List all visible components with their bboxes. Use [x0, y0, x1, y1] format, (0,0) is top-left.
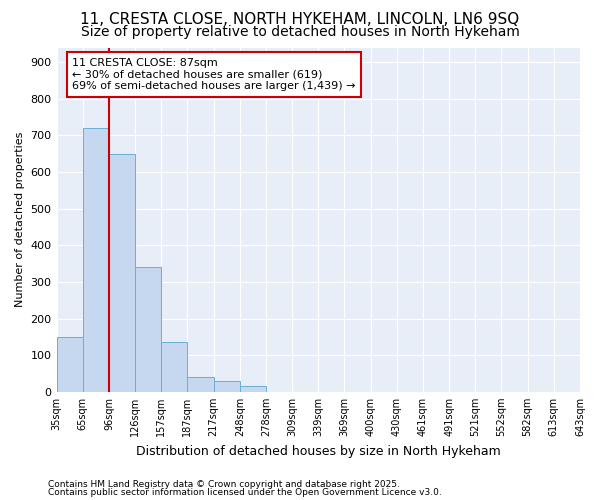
Bar [240, 386, 266, 392]
Bar [135, 268, 161, 392]
X-axis label: Distribution of detached houses by size in North Hykeham: Distribution of detached houses by size … [136, 444, 500, 458]
Y-axis label: Number of detached properties: Number of detached properties [15, 132, 25, 308]
Text: Size of property relative to detached houses in North Hykeham: Size of property relative to detached ho… [80, 25, 520, 39]
Bar [109, 154, 135, 392]
Bar [214, 381, 240, 392]
Text: 11 CRESTA CLOSE: 87sqm
← 30% of detached houses are smaller (619)
69% of semi-de: 11 CRESTA CLOSE: 87sqm ← 30% of detached… [72, 58, 356, 91]
Text: Contains HM Land Registry data © Crown copyright and database right 2025.: Contains HM Land Registry data © Crown c… [48, 480, 400, 489]
Bar [161, 342, 187, 392]
Bar [83, 128, 109, 392]
Text: Contains public sector information licensed under the Open Government Licence v3: Contains public sector information licen… [48, 488, 442, 497]
Bar [187, 377, 214, 392]
Bar [56, 337, 83, 392]
Text: 11, CRESTA CLOSE, NORTH HYKEHAM, LINCOLN, LN6 9SQ: 11, CRESTA CLOSE, NORTH HYKEHAM, LINCOLN… [80, 12, 520, 28]
